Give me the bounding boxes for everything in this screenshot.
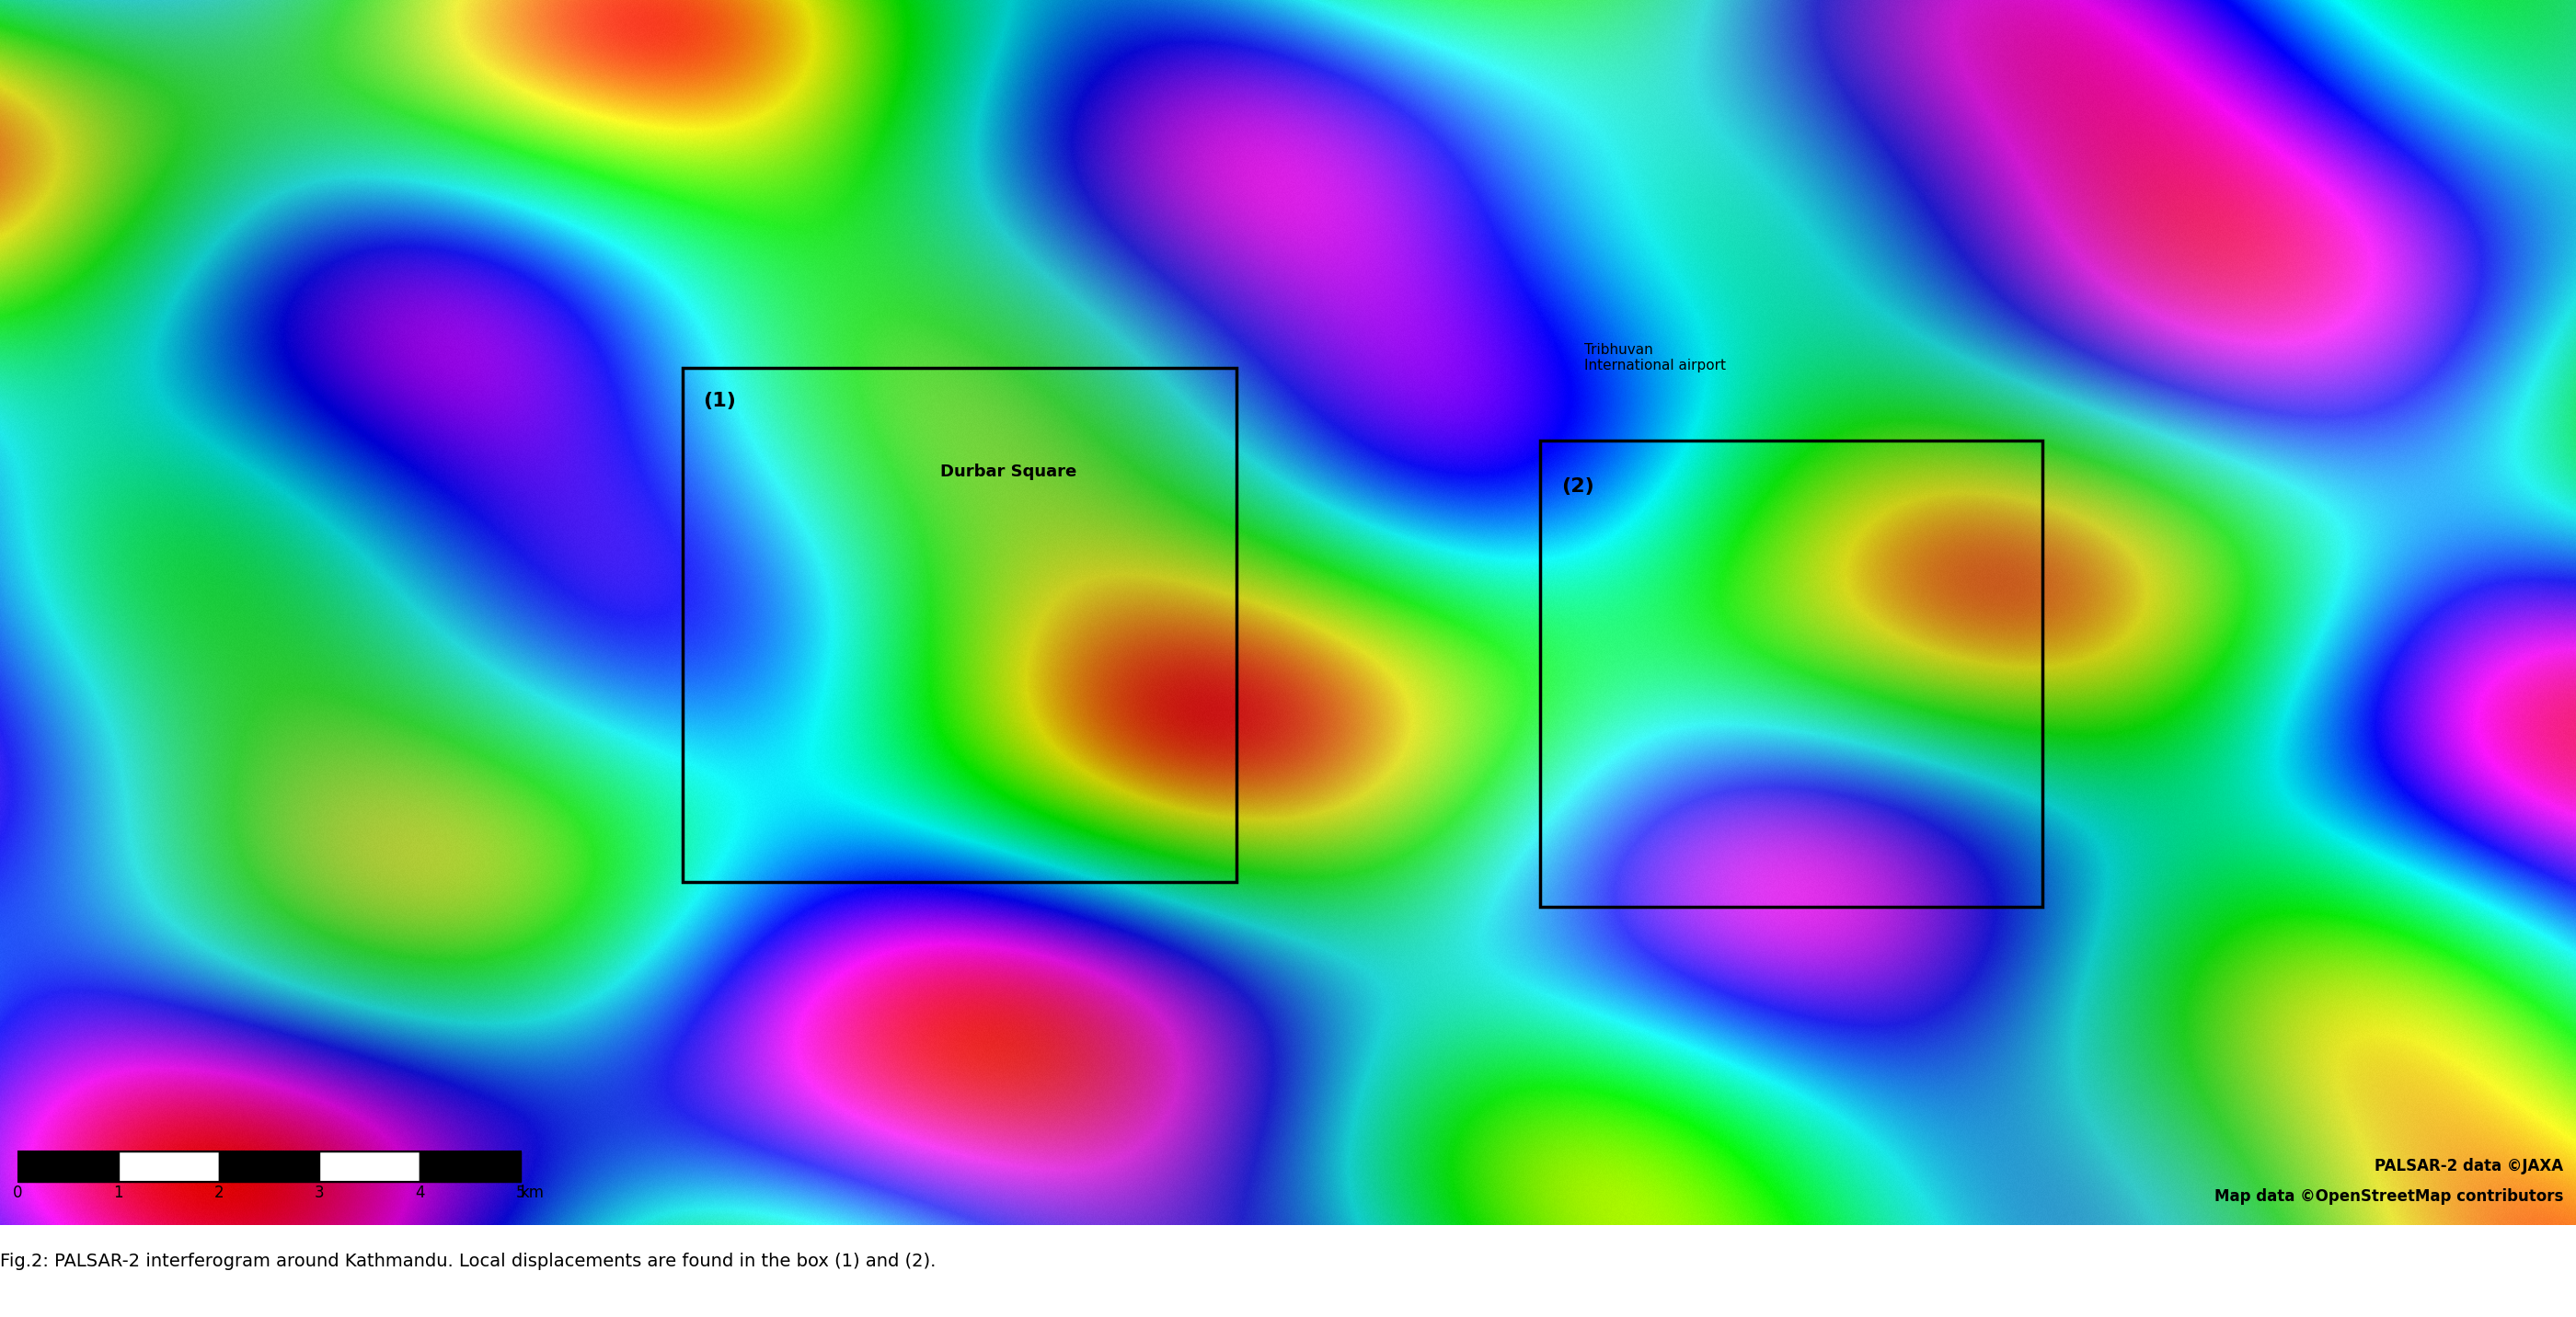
Bar (18, 1151, 520, 1181)
Text: 2: 2 (214, 1184, 224, 1201)
Text: Map data ©OpenStreetMap contributors: Map data ©OpenStreetMap contributors (2215, 1188, 2563, 1205)
Bar (420, 1151, 520, 1181)
Bar (1540, 441, 2043, 906)
Text: Fig.2: PALSAR-2 interferogram around Kathmandu. Local displacements are found in: Fig.2: PALSAR-2 interferogram around Kat… (0, 1252, 935, 1270)
Bar (219, 1151, 319, 1181)
Text: PALSAR-2 data ©JAXA: PALSAR-2 data ©JAXA (2375, 1158, 2563, 1173)
Text: 3: 3 (314, 1184, 325, 1201)
Bar (118, 1151, 219, 1181)
Text: 1: 1 (113, 1184, 124, 1201)
Text: km: km (520, 1184, 544, 1201)
Text: 4: 4 (415, 1184, 425, 1201)
Text: (2): (2) (1561, 478, 1595, 497)
Bar (683, 367, 1236, 882)
Text: Durbar Square: Durbar Square (940, 464, 1077, 479)
Bar (319, 1151, 420, 1181)
Text: 0: 0 (13, 1184, 23, 1201)
Bar (18, 1151, 118, 1181)
Text: Tribhuvan
International airport: Tribhuvan International airport (1584, 342, 1726, 373)
Text: (1): (1) (703, 392, 737, 411)
Text: 5: 5 (515, 1184, 526, 1201)
